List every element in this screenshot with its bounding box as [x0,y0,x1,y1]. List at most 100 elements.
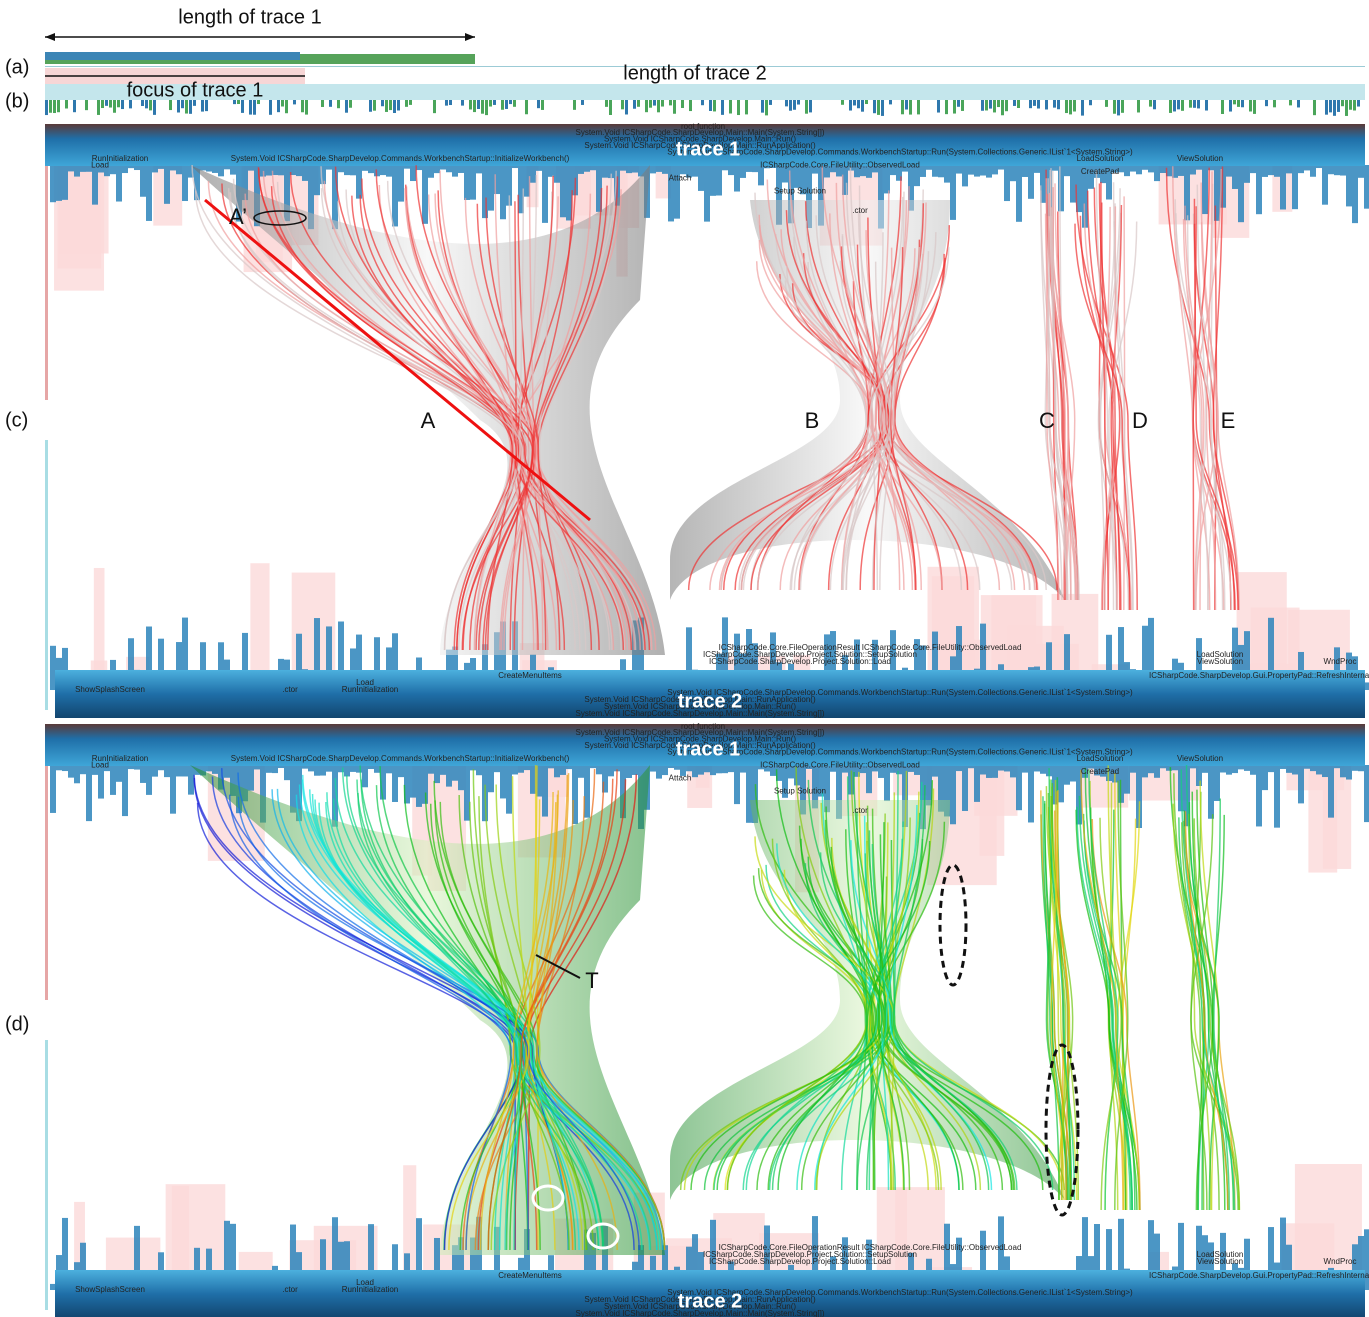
icicle [974,765,980,802]
icicle [1148,765,1154,774]
icicle [404,165,410,169]
icicle [1280,765,1286,769]
icicle [338,621,344,690]
icicle [890,630,896,690]
icicle [176,642,182,690]
edge [1076,806,1134,1211]
edge [1112,182,1134,611]
annotation: length of trace 1 [178,6,321,28]
bar [277,100,280,113]
bar [381,100,384,107]
bar [185,100,188,114]
function-label: .ctor [852,806,868,815]
bar [769,100,772,105]
icicle [92,765,98,775]
icicle [758,765,764,770]
bar [1001,100,1004,116]
bar [737,100,740,116]
icicle [500,765,506,799]
icicle [368,1224,374,1290]
edge [439,170,636,651]
icicle [728,165,734,176]
icicle [134,765,140,770]
icicle [494,165,500,195]
bar [1013,100,1016,106]
edge [1209,183,1224,611]
icicle [734,633,740,690]
icicle [392,165,398,227]
icicle [134,1225,140,1290]
icicle [1154,1233,1160,1290]
icicle [854,165,860,178]
bar [853,100,856,106]
icicle [884,165,890,194]
icicle [218,642,224,690]
icicle [950,165,956,220]
icicle [536,765,542,797]
trace-strip [45,124,1365,166]
icicle [908,765,914,772]
edge [434,800,523,1251]
bar [389,100,392,111]
icicle [266,165,272,176]
bar [1053,100,1056,108]
icicle [206,165,212,172]
icicle [1154,765,1160,778]
icicle [536,165,542,171]
function-label: Load [356,1278,374,1287]
icicle [770,765,776,776]
edge [314,799,570,1251]
bar [169,100,172,111]
icicle [980,165,986,176]
icicle [512,765,518,775]
icicle [920,165,926,177]
icicle [50,765,56,813]
bar [997,100,1000,108]
icicle [908,165,914,211]
icicle [704,165,710,222]
icicle [1250,165,1256,174]
icicle [1232,627,1238,690]
icicle [986,165,992,178]
bar [861,100,864,112]
edge [325,801,522,1251]
bar [881,100,884,116]
function-label: CreatePad [1081,167,1119,176]
icicle [806,165,812,229]
edge [323,180,544,651]
bar [373,100,376,111]
icicle [1322,165,1328,205]
icicle [398,165,404,202]
icicle [1364,1229,1369,1290]
bar [1337,100,1340,112]
bar [993,100,996,113]
bar [917,100,920,115]
edge [1083,820,1119,1211]
icicle [146,165,152,221]
edge [798,174,885,591]
icicle [584,1229,590,1290]
icicle [1280,165,1286,210]
function-label: RunInitialization [342,1285,398,1294]
icicle [1286,765,1292,773]
bar [673,100,676,114]
icicle [1364,765,1369,823]
icicle [1352,1244,1358,1290]
icicle [722,165,728,171]
bar [689,100,692,112]
icicle [248,165,254,171]
icicle [446,165,452,173]
icicle [1208,165,1214,171]
icicle [224,1220,230,1290]
bar [1273,100,1276,108]
icicle [500,621,506,690]
icicle [1172,765,1178,771]
side-bar [45,1040,48,1310]
edge [1200,222,1240,611]
icicle [746,629,752,690]
icicle [1196,1225,1202,1290]
bar [493,100,496,105]
icicle [734,765,740,805]
icicle [524,1229,530,1290]
icicle [1166,765,1172,771]
